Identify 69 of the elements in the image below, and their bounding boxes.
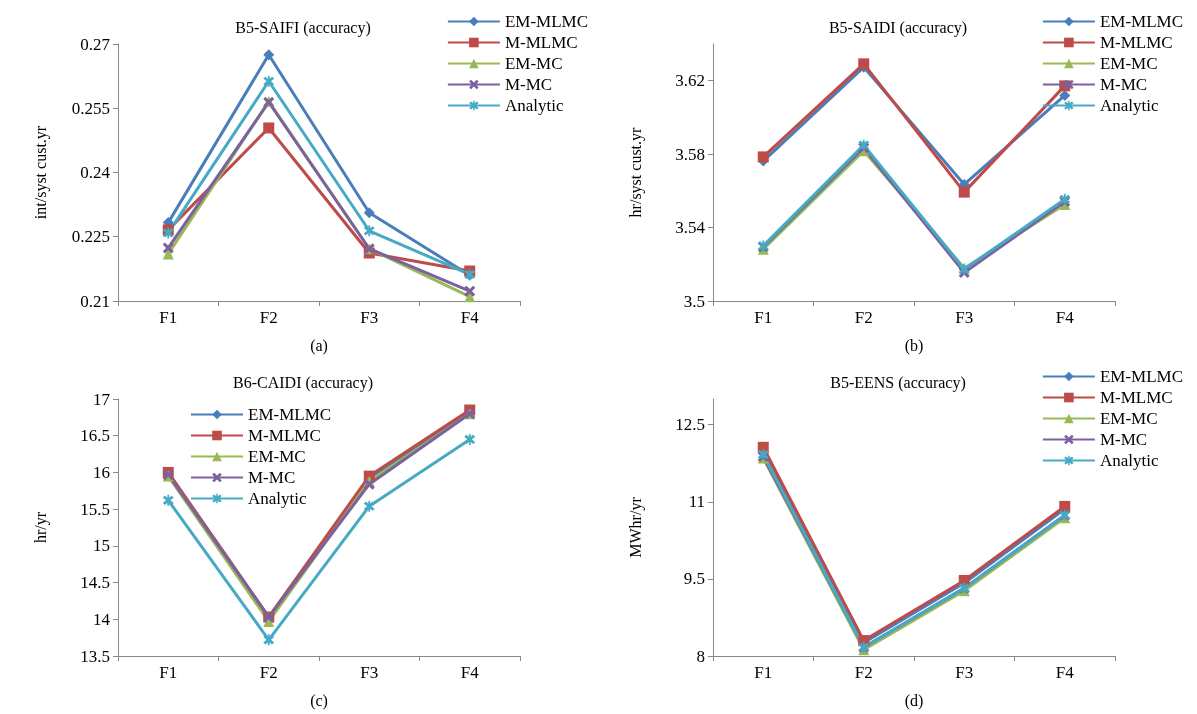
y-tick-label: 13.5 — [80, 646, 110, 666]
x-tick-label: F2 — [854, 663, 873, 682]
x-axis-title: (b) — [904, 336, 924, 355]
y-tick-label: 3.62 — [675, 71, 705, 91]
x-axis-title: (a) — [310, 336, 328, 355]
y-tick-label: 0.27 — [80, 34, 111, 54]
x-tick-label: F3 — [360, 308, 379, 327]
y-axis-title: hr/syst cust.yr — [626, 126, 645, 218]
x-axis-title: (c) — [310, 691, 328, 710]
chart-title: B5-SAIFI (accuracy) — [235, 18, 371, 37]
legend-label: M-MLMC — [1099, 33, 1173, 52]
x-axis-title: (d) — [904, 691, 924, 710]
y-axis-title: hr/yr — [31, 511, 50, 544]
y-tick-label: 14.5 — [80, 573, 110, 593]
x-tick-label: F2 — [854, 308, 873, 327]
y-axis-title: MWhr/yr — [626, 496, 645, 558]
y-tick-label: 9.5 — [683, 569, 705, 589]
y-tick-label: 3.58 — [675, 144, 705, 164]
legend-label: EM-MLMC — [1099, 12, 1184, 31]
x-tick-label: F3 — [360, 663, 379, 682]
x-tick-label: F4 — [460, 308, 480, 327]
x-tick-label: F1 — [159, 663, 178, 682]
y-tick-label: 0.21 — [80, 291, 110, 311]
y-tick-label: 17 — [93, 389, 111, 409]
x-tick-label: F2 — [259, 663, 278, 682]
legend-label: M-MC — [1099, 430, 1148, 449]
x-tick-label: F1 — [754, 308, 773, 327]
chart-title: B5-SAIDI (accuracy) — [828, 18, 968, 37]
x-tick-label: F2 — [259, 308, 278, 327]
chart-title: B6-CAIDI (accuracy) — [233, 373, 373, 392]
legend-label: EM-MC — [504, 54, 563, 73]
x-tick-label: F4 — [1055, 663, 1075, 682]
x-tick-label: F3 — [955, 308, 974, 327]
y-tick-label: 11 — [688, 492, 705, 512]
legend-label: EM-MLMC — [504, 12, 589, 31]
legend-label: M-MC — [1099, 75, 1148, 94]
legend-label: EM-MC — [1099, 54, 1158, 73]
legend-label: EM-MC — [248, 447, 306, 466]
legend-label: Analytic — [504, 96, 564, 115]
y-tick-label: 0.255 — [71, 98, 110, 118]
y-tick-label: 16 — [93, 462, 110, 482]
x-tick-label: F1 — [159, 308, 178, 327]
legend-label: Analytic — [248, 489, 307, 508]
y-tick-label: 8 — [696, 646, 705, 666]
chart-title: B5-EENS (accuracy) — [830, 373, 966, 392]
y-tick-label: 3.5 — [683, 291, 705, 311]
y-tick-label: 12.5 — [675, 415, 705, 435]
legend-label: M-MC — [504, 75, 553, 94]
legend-label: M-MLMC — [1099, 388, 1173, 407]
x-tick-label: F4 — [1055, 308, 1075, 327]
y-tick-label: 15.5 — [80, 499, 110, 519]
legend-label: EM-MLMC — [1099, 367, 1184, 386]
y-tick-label: 0.24 — [80, 163, 111, 182]
legend-label: Analytic — [1099, 451, 1159, 470]
y-tick-label: 3.54 — [675, 218, 706, 238]
x-tick-label: F1 — [754, 663, 773, 682]
legend-label: M-MC — [248, 468, 296, 487]
legend-label: Analytic — [1099, 96, 1159, 115]
x-tick-label: F3 — [955, 663, 974, 682]
y-tick-label: 16.5 — [80, 426, 110, 446]
y-tick-label: 0.225 — [71, 227, 110, 247]
y-axis-title: int/syst cust.yr — [31, 125, 50, 220]
legend-label: M-MLMC — [248, 426, 321, 445]
legend-label: M-MLMC — [504, 33, 578, 52]
legend-label: EM-MLMC — [248, 405, 332, 424]
y-tick-label: 15 — [93, 536, 110, 556]
legend-label: EM-MC — [1099, 409, 1158, 428]
x-tick-label: F4 — [460, 663, 480, 682]
y-tick-label: 14 — [93, 609, 111, 629]
